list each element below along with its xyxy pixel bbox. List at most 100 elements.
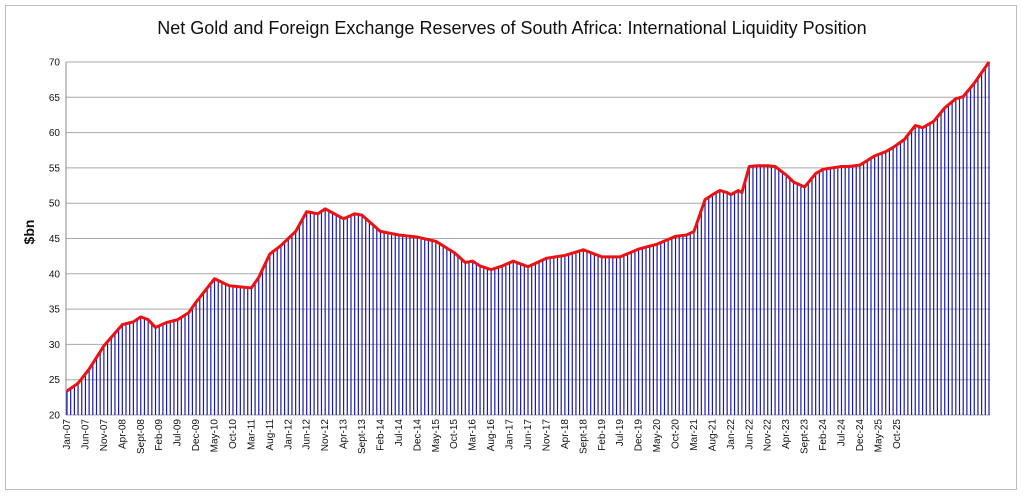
bar-month-192 bbox=[774, 166, 776, 415]
bar-month-204 bbox=[818, 171, 820, 415]
y-tick-35: 35 bbox=[49, 305, 61, 316]
bar-month-6 bbox=[88, 369, 90, 415]
bar-month-10 bbox=[103, 345, 105, 415]
bar-month-9 bbox=[99, 351, 101, 415]
bar-month-195 bbox=[785, 174, 787, 415]
bar-month-91 bbox=[402, 235, 404, 415]
bar-month-37 bbox=[202, 292, 205, 415]
bar-month-62 bbox=[295, 231, 297, 415]
bar-month-238 bbox=[944, 107, 946, 415]
x-tick-Nov-22: Nov-22 bbox=[763, 419, 774, 452]
bar-month-98 bbox=[427, 239, 430, 415]
bar-month-153 bbox=[630, 252, 632, 415]
x-tick-Jan-12: Jan-12 bbox=[283, 419, 294, 450]
bar-month-234 bbox=[929, 123, 931, 415]
bar-month-150 bbox=[619, 256, 621, 415]
bar-month-125 bbox=[527, 266, 529, 415]
bar-month-128 bbox=[538, 261, 540, 415]
bar-month-156 bbox=[641, 248, 643, 415]
bar-month-127 bbox=[534, 263, 536, 415]
bar-month-226 bbox=[899, 142, 902, 416]
bar-month-70 bbox=[324, 208, 326, 415]
bar-month-205 bbox=[822, 169, 824, 415]
bar-month-29 bbox=[173, 320, 175, 415]
bar-month-247 bbox=[977, 77, 979, 415]
bar-month-211 bbox=[844, 166, 846, 415]
bar-month-79 bbox=[357, 214, 359, 415]
bar-month-95 bbox=[416, 237, 418, 415]
bar-month-235 bbox=[933, 121, 935, 415]
bar-month-191 bbox=[770, 166, 773, 415]
bar-month-56 bbox=[272, 251, 275, 415]
bar-month-144 bbox=[597, 255, 599, 415]
bar-month-190 bbox=[767, 165, 769, 415]
bar-month-63 bbox=[298, 224, 300, 415]
bar-month-46 bbox=[236, 286, 238, 415]
y-axis-label: $bn bbox=[21, 220, 37, 245]
bar-month-57 bbox=[276, 248, 278, 415]
y-tick-50: 50 bbox=[49, 199, 61, 210]
bar-month-201 bbox=[807, 182, 809, 415]
bar-month-124 bbox=[523, 265, 525, 415]
x-tick-Nov-17: Nov-17 bbox=[541, 419, 552, 452]
bar-month-207 bbox=[829, 168, 832, 415]
bar-month-175 bbox=[711, 194, 713, 415]
bar-month-118 bbox=[501, 266, 503, 415]
bar-month-217 bbox=[866, 160, 868, 415]
bar-month-19 bbox=[136, 319, 138, 415]
bar-month-21 bbox=[143, 318, 146, 415]
bar-month-163 bbox=[667, 239, 669, 415]
bar-month-97 bbox=[424, 238, 426, 415]
x-tick-Apr-13: Apr-13 bbox=[339, 419, 350, 449]
bar-month-249 bbox=[984, 67, 986, 416]
bar-month-233 bbox=[925, 125, 927, 415]
bar-month-164 bbox=[671, 237, 673, 415]
bar-month-221 bbox=[881, 153, 883, 415]
bar-month-17 bbox=[129, 322, 131, 415]
x-tick-Aug-21: Aug-21 bbox=[707, 419, 718, 452]
bar-month-36 bbox=[199, 297, 201, 415]
bar-month-174 bbox=[708, 197, 710, 415]
bar-month-176 bbox=[715, 192, 717, 415]
bar-month-151 bbox=[623, 255, 625, 415]
bar-month-81 bbox=[365, 218, 367, 415]
bar-month-77 bbox=[350, 215, 352, 415]
x-tick-Apr-08: Apr-08 bbox=[117, 419, 128, 449]
x-tick-Oct-25: Oct-25 bbox=[892, 419, 903, 449]
bar-month-28 bbox=[169, 321, 171, 415]
bar-month-67 bbox=[313, 213, 315, 415]
x-tick-Jan-07: Jan-07 bbox=[62, 419, 73, 450]
bar-month-120 bbox=[508, 262, 511, 415]
x-tick-Feb-14: Feb-14 bbox=[376, 419, 387, 451]
bar-month-50 bbox=[250, 287, 252, 415]
x-tick-Apr-23: Apr-23 bbox=[781, 419, 792, 449]
bar-month-239 bbox=[947, 104, 950, 416]
x-tick-Jun-22: Jun-22 bbox=[744, 419, 755, 450]
bar-month-225 bbox=[896, 144, 898, 415]
bar-month-47 bbox=[239, 286, 241, 415]
bar-month-61 bbox=[291, 234, 293, 415]
x-tick-Jul-24: Jul-24 bbox=[837, 419, 848, 447]
bar-month-108 bbox=[464, 262, 466, 415]
x-tick-Oct-20: Oct-20 bbox=[671, 419, 682, 449]
bar-month-59 bbox=[283, 242, 286, 415]
bar-month-100 bbox=[435, 241, 437, 415]
bar-month-22 bbox=[147, 319, 149, 415]
bar-month-24 bbox=[154, 327, 157, 415]
bar-month-230 bbox=[914, 125, 916, 415]
bar-month-158 bbox=[649, 246, 651, 415]
bar-month-14 bbox=[118, 328, 120, 415]
bar-month-0 bbox=[66, 390, 68, 415]
bar-month-69 bbox=[320, 211, 323, 415]
bar-month-236 bbox=[936, 116, 938, 415]
bar-month-71 bbox=[328, 210, 330, 415]
bar-month-99 bbox=[431, 240, 433, 415]
bar-month-134 bbox=[560, 256, 562, 415]
x-tick-Jul-14: Jul-14 bbox=[394, 419, 405, 447]
bar-month-82 bbox=[368, 221, 371, 415]
bar-month-243 bbox=[962, 96, 964, 416]
bar-month-101 bbox=[438, 243, 441, 415]
bar-month-121 bbox=[512, 261, 514, 415]
bar-month-55 bbox=[269, 254, 271, 415]
